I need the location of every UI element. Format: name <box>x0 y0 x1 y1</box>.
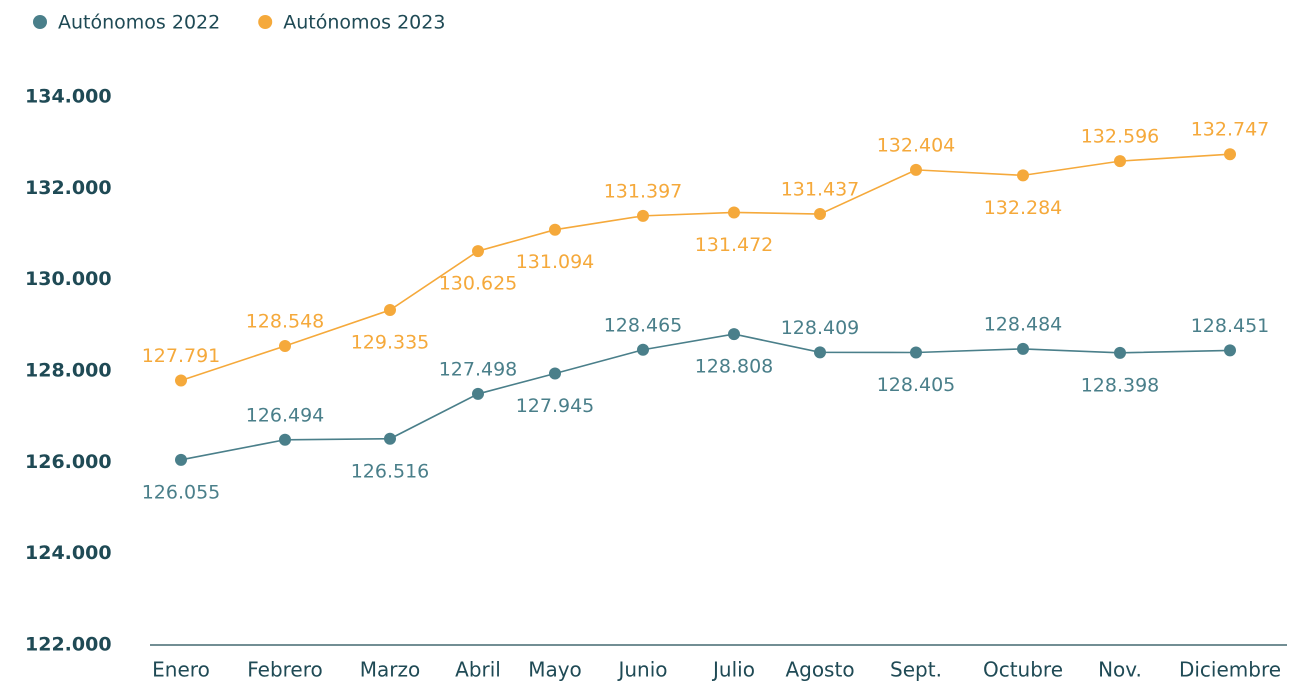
data-label: 131.472 <box>695 234 774 256</box>
legend-marker <box>258 15 273 29</box>
point <box>1224 344 1236 357</box>
point <box>384 304 396 317</box>
point <box>279 433 291 446</box>
legend-label: Autónomos 2022 <box>58 12 220 34</box>
x-tick-label: Enero <box>152 658 210 682</box>
x-tick-label: Abril <box>455 658 501 682</box>
point <box>472 245 484 258</box>
data-label: 127.791 <box>142 345 221 367</box>
point <box>910 346 922 359</box>
point <box>472 387 484 400</box>
data-label: 128.398 <box>1081 374 1160 396</box>
point <box>1224 148 1236 161</box>
y-tick-label: 132.000 <box>25 177 112 199</box>
point <box>910 163 922 176</box>
legend-marker <box>33 15 47 29</box>
data-label: 131.397 <box>604 180 683 202</box>
data-label: 132.747 <box>1191 119 1270 141</box>
data-label: 132.596 <box>1081 126 1160 148</box>
point <box>1114 346 1126 359</box>
y-tick-label: 122.000 <box>25 634 112 656</box>
data-label: 130.625 <box>439 273 518 295</box>
x-tick-label: Marzo <box>360 658 420 682</box>
y-tick-label: 134.000 <box>25 86 112 108</box>
point <box>549 223 561 236</box>
data-label: 132.404 <box>877 134 956 156</box>
y-tick-label: 124.000 <box>25 542 112 564</box>
data-label: 128.808 <box>695 356 774 378</box>
point <box>1017 169 1029 182</box>
point <box>175 453 187 466</box>
point <box>637 209 649 222</box>
line <box>180 153 1231 382</box>
y-tick-label: 128.000 <box>25 360 112 382</box>
data-label: 127.945 <box>516 395 595 417</box>
x-tick-label: Diciembre <box>1179 658 1281 682</box>
point <box>728 206 740 219</box>
y-tick-label: 126.000 <box>25 451 112 473</box>
point <box>1114 155 1126 168</box>
point <box>279 339 291 352</box>
point <box>728 328 740 341</box>
data-label: 128.451 <box>1191 315 1270 337</box>
point <box>637 343 649 356</box>
x-tick-label: Julio <box>711 658 755 682</box>
data-label: 128.548 <box>246 310 325 332</box>
data-label: 128.409 <box>781 317 860 339</box>
data-label: 128.465 <box>604 314 683 336</box>
point <box>549 367 561 380</box>
x-tick-label: Octubre <box>983 658 1063 682</box>
data-label: 128.484 <box>984 313 1063 335</box>
line <box>180 333 1231 461</box>
data-label: 128.405 <box>877 374 956 396</box>
data-label: 126.516 <box>351 460 430 482</box>
data-label: 129.335 <box>351 332 430 354</box>
point <box>384 432 396 445</box>
point <box>814 346 826 359</box>
point <box>1017 342 1029 355</box>
data-label: 126.055 <box>142 481 221 503</box>
point <box>814 208 826 221</box>
x-tick-label: Nov. <box>1098 658 1142 682</box>
data-label: 131.437 <box>781 179 860 201</box>
y-tick-label: 130.000 <box>25 268 112 290</box>
data-label: 127.498 <box>439 358 518 380</box>
data-label: 131.094 <box>516 251 595 273</box>
x-tick-label: Febrero <box>247 658 323 682</box>
x-tick-label: Mayo <box>528 658 582 682</box>
x-tick-label: Junio <box>616 658 667 682</box>
data-label: 132.284 <box>984 197 1063 219</box>
x-tick-label: Sept. <box>890 658 942 682</box>
data-label: 126.494 <box>246 404 325 426</box>
point <box>175 374 187 387</box>
x-tick-label: Agosto <box>785 658 854 682</box>
legend-label: Autónomos 2023 <box>283 12 445 34</box>
